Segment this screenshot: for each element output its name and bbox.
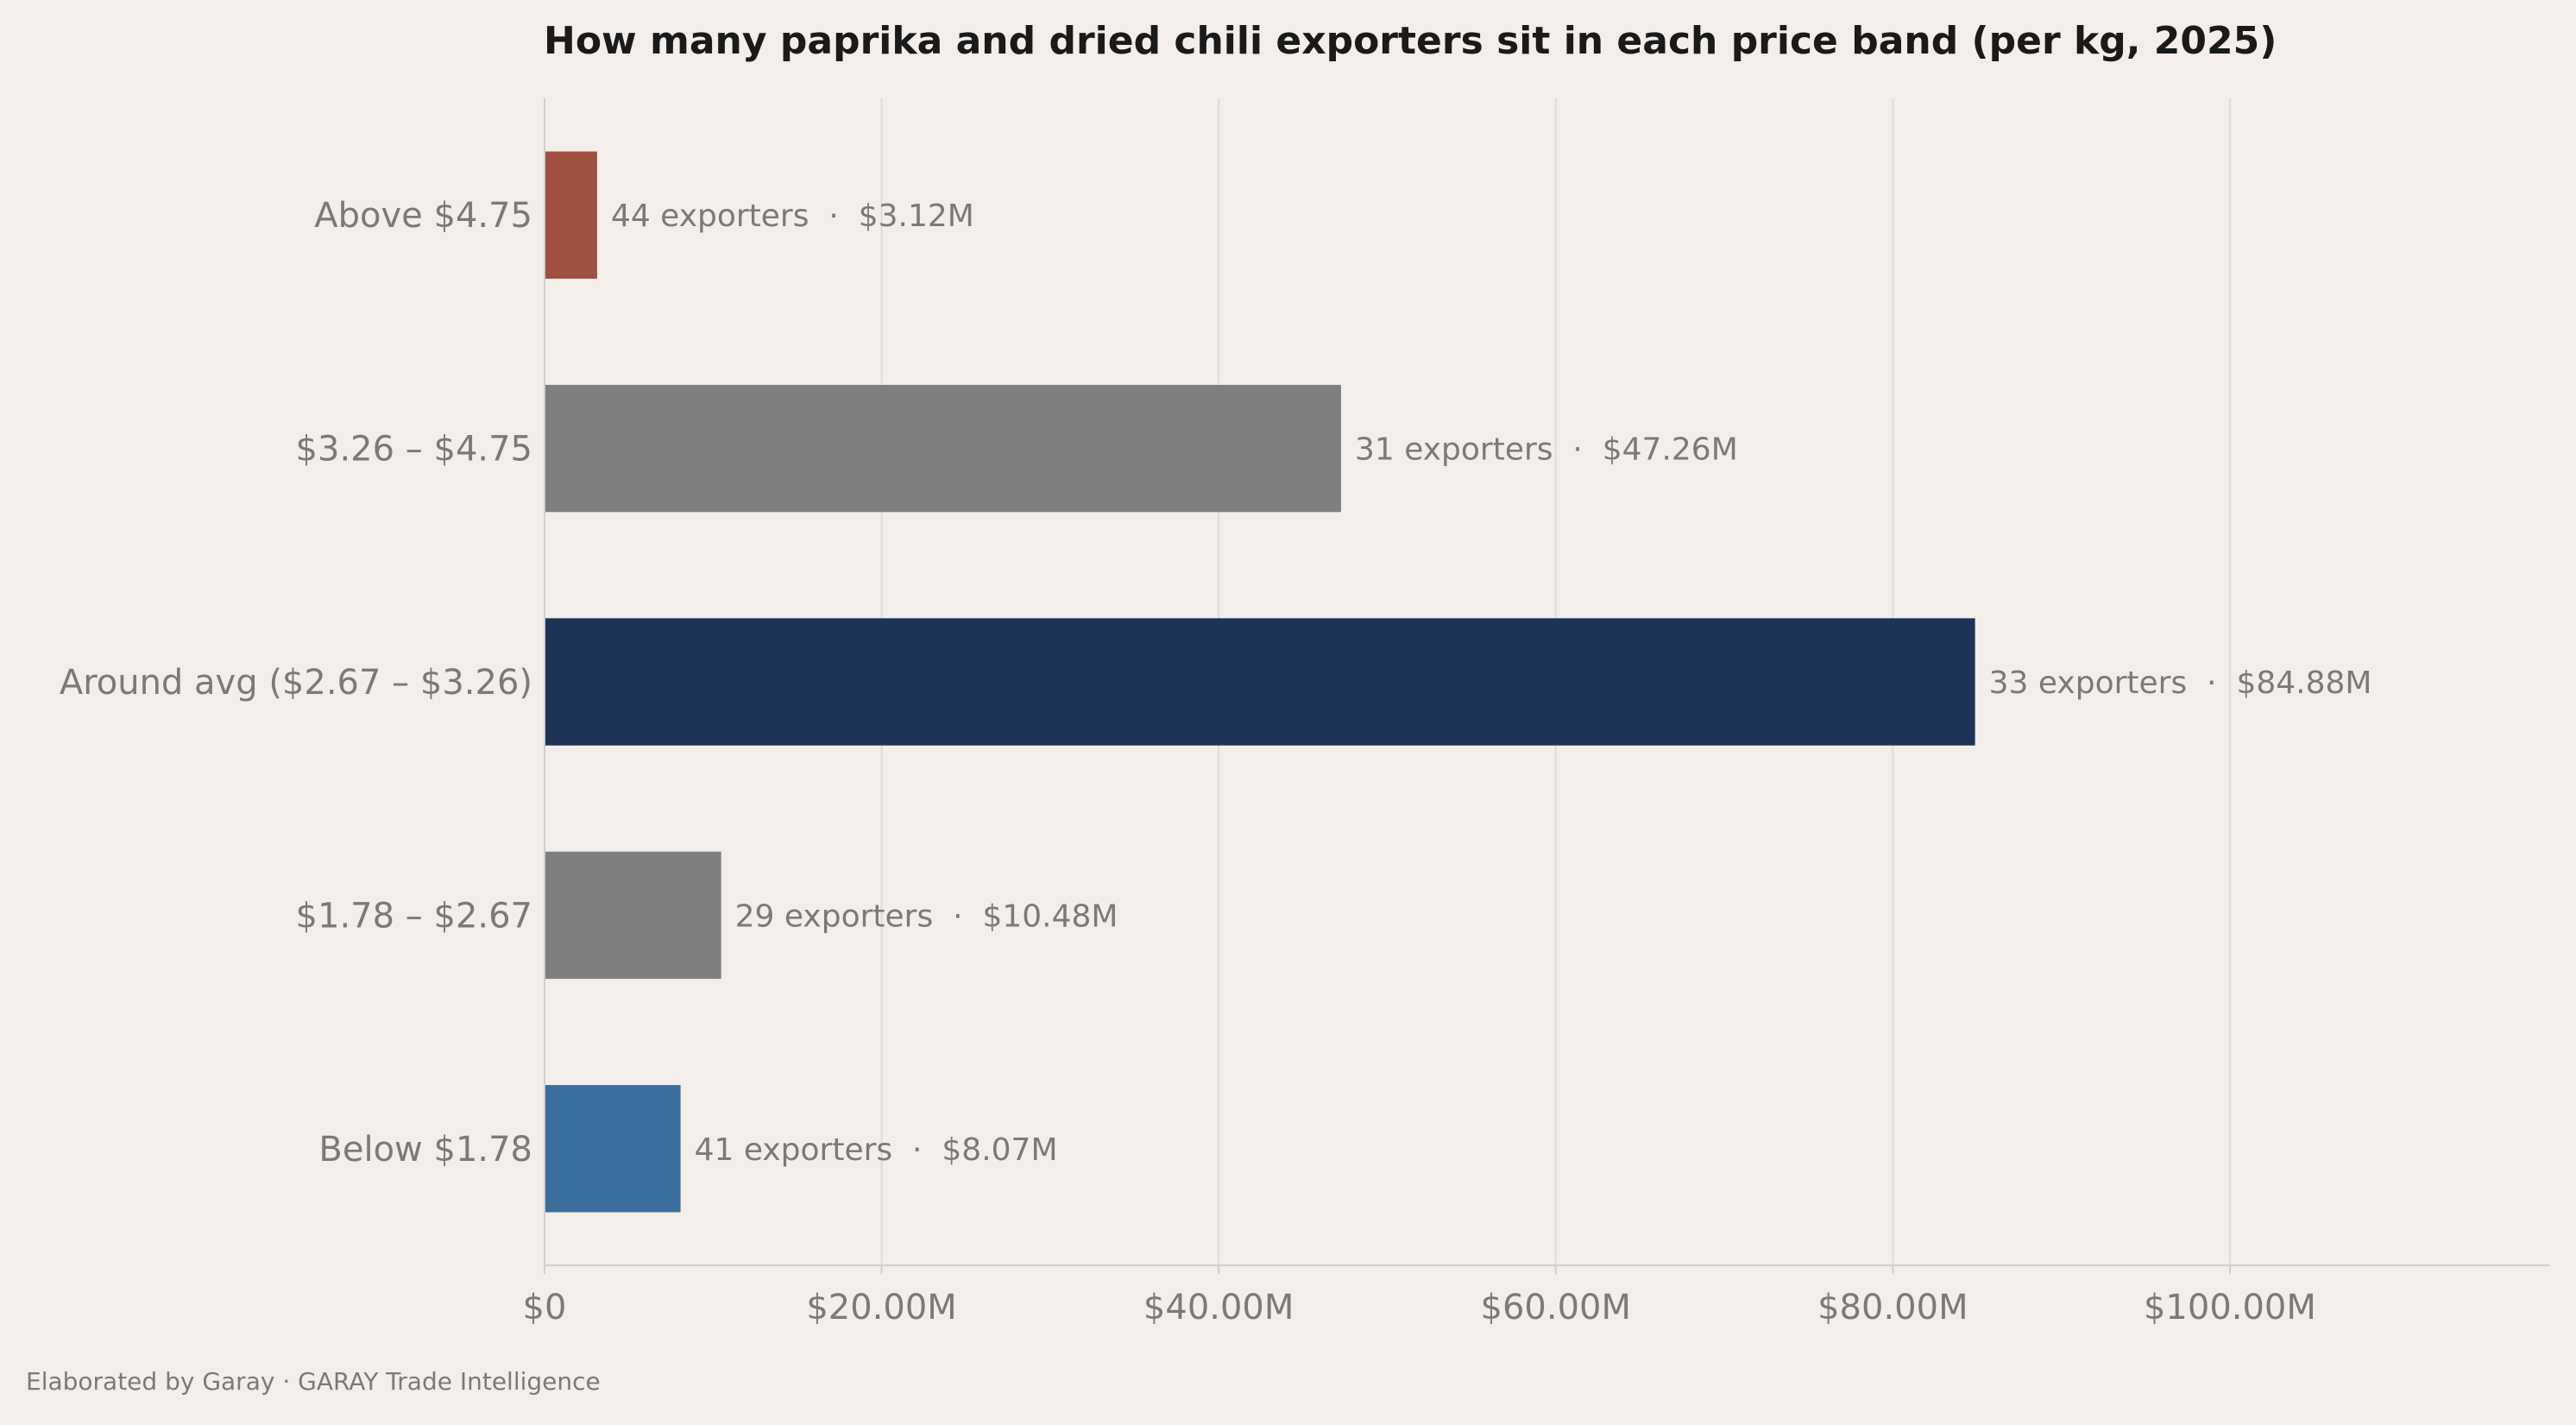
bars	[545, 151, 1975, 1213]
x-tick-label: $100.00M	[2144, 1288, 2316, 1327]
bar	[545, 851, 721, 980]
category-label: $3.26 – $4.75	[296, 430, 532, 470]
footer-credit: Elaborated by Garay · GARAY Trade Intell…	[26, 1367, 601, 1396]
bar	[545, 384, 1341, 513]
bar-labels: 44 exporters · $3.12M 31 exporters · $47.…	[611, 199, 2372, 1168]
bar	[545, 151, 597, 279]
x-tick-label: $0	[523, 1288, 567, 1327]
bar-value-label: 41 exporters · $8.07M	[695, 1132, 1058, 1168]
bar-value-label: 31 exporters · $47.26M	[1355, 432, 1738, 468]
chart-title: How many paprika and dried chili exporte…	[544, 19, 2277, 63]
category-labels: Above $4.75 $3.26 – $4.75 Around avg ($2.6…	[60, 196, 532, 1170]
bar	[545, 1085, 681, 1213]
bar-value-label: 29 exporters · $10.48M	[735, 899, 1118, 934]
category-label: Below $1.78	[318, 1130, 532, 1170]
x-tick-label: $80.00M	[1817, 1288, 1968, 1327]
x-tick-label: $60.00M	[1481, 1288, 1631, 1327]
x-tick-label: $20.00M	[806, 1288, 956, 1327]
bar-value-label: 44 exporters · $3.12M	[611, 199, 974, 234]
category-label: Above $4.75	[314, 196, 532, 236]
x-tick-label: $40.00M	[1143, 1288, 1294, 1327]
bar	[545, 618, 1975, 746]
category-label: $1.78 – $2.67	[296, 896, 532, 936]
category-label: Around avg ($2.67 – $3.26)	[60, 663, 532, 703]
bar-value-label: 33 exporters · $84.88M	[1989, 665, 2372, 701]
x-axis-ticks: $0 $20.00M $40.00M $60.00M $80.00M $100.00M	[523, 1265, 2316, 1327]
